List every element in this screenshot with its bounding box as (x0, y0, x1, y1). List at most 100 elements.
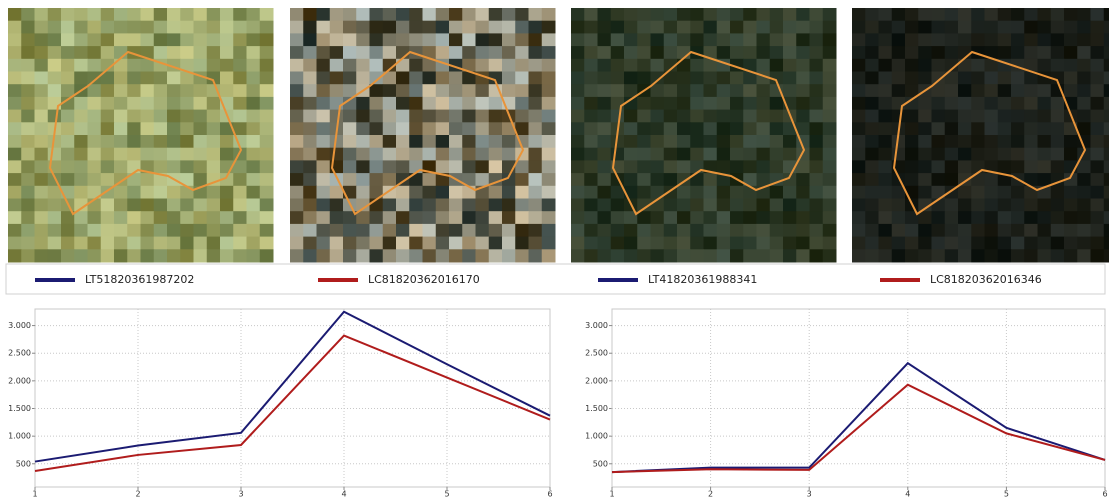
pixel (985, 72, 999, 85)
pixel (892, 199, 906, 212)
pixel (823, 211, 837, 224)
pixel (74, 110, 88, 123)
pixel (879, 211, 893, 224)
pixel (207, 148, 221, 161)
pixel (1091, 237, 1105, 250)
pixel (343, 59, 357, 72)
pixel (303, 148, 317, 161)
pixel (637, 122, 651, 135)
pixel (154, 122, 168, 135)
pixel (542, 122, 556, 135)
pixel (207, 122, 221, 135)
pixel (127, 33, 141, 46)
pixel (971, 33, 985, 46)
pixel (529, 135, 543, 148)
pixel (1104, 135, 1109, 148)
pixel (1104, 173, 1109, 186)
pixel (515, 224, 529, 237)
pixel (571, 21, 585, 34)
pixel (598, 46, 612, 59)
pixel (317, 135, 331, 148)
pixel (1064, 21, 1078, 34)
pixel (88, 173, 102, 186)
pixel (476, 110, 490, 123)
pixel (677, 160, 691, 173)
pixel (598, 21, 612, 34)
pixel (220, 135, 234, 148)
pixel (717, 72, 731, 85)
pixel (1091, 110, 1105, 123)
pixel (423, 148, 437, 161)
pixel (247, 8, 261, 21)
pixel (449, 110, 463, 123)
pixel (529, 237, 543, 250)
pixel (945, 224, 959, 237)
pixel (8, 211, 22, 224)
pixel (476, 84, 490, 97)
pixel (690, 21, 704, 34)
pixel (1077, 8, 1091, 21)
pixel (88, 148, 102, 161)
pixel (892, 33, 906, 46)
pixel (290, 59, 304, 72)
pixel (489, 97, 503, 110)
pixel (971, 122, 985, 135)
pixel (247, 249, 261, 262)
pixel (1038, 135, 1052, 148)
pixel (985, 21, 999, 34)
pixel (971, 84, 985, 97)
pixel (1077, 110, 1091, 123)
pixel (770, 148, 784, 161)
pixel (356, 249, 370, 262)
pixel (611, 97, 625, 110)
pixel (852, 110, 866, 123)
pixel (770, 21, 784, 34)
pixel (462, 84, 476, 97)
pixel (1011, 21, 1025, 34)
pixel (1091, 8, 1105, 21)
pixel (396, 199, 410, 212)
pixel (717, 186, 731, 199)
pixel (1011, 122, 1025, 135)
pixel (757, 110, 771, 123)
pixel (852, 72, 866, 85)
pixel (730, 72, 744, 85)
pixel (167, 33, 181, 46)
pixel (74, 122, 88, 135)
pixel (529, 33, 543, 46)
pixel (1038, 148, 1052, 161)
pixel (1051, 199, 1065, 212)
pixel (529, 72, 543, 85)
pixel (409, 186, 423, 199)
pixel (542, 173, 556, 186)
pixel (1077, 237, 1091, 250)
pixel (1104, 84, 1109, 97)
pixel (127, 84, 141, 97)
pixel (154, 237, 168, 250)
pixel (1051, 224, 1065, 237)
pixel (542, 46, 556, 59)
pixel (1104, 110, 1109, 123)
pixel (48, 97, 62, 110)
x-tick-label: 6 (1102, 490, 1107, 498)
pixel (8, 160, 22, 173)
pixel (167, 160, 181, 173)
pixel (74, 135, 88, 148)
pixel (796, 173, 810, 186)
pixel (690, 72, 704, 85)
pixel (664, 237, 678, 250)
pixel (677, 59, 691, 72)
pixel (918, 97, 932, 110)
pixel (502, 8, 516, 21)
pixel (852, 59, 866, 72)
pixel (260, 237, 274, 250)
pixel (21, 110, 35, 123)
y-tick-label: 1.000 (8, 432, 31, 441)
pixel (260, 46, 274, 59)
pixel (865, 33, 879, 46)
pixel (690, 33, 704, 46)
pixel (330, 8, 344, 21)
pixel (343, 173, 357, 186)
pixel (865, 199, 879, 212)
pixel (730, 249, 744, 262)
